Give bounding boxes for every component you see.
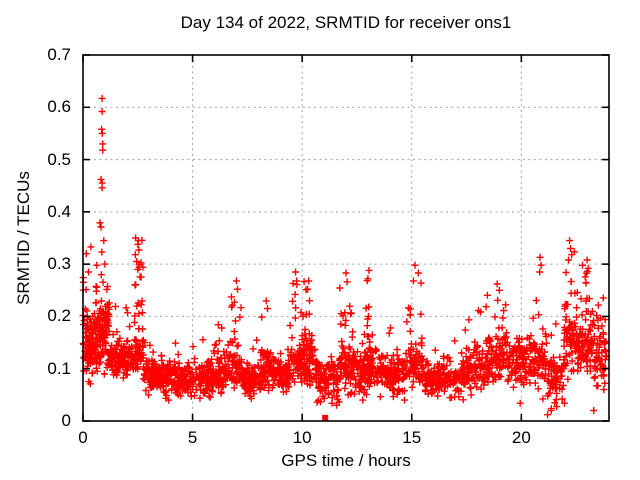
- y-tick-label: 0: [61, 411, 71, 430]
- y-tick-label: 0.5: [47, 149, 71, 169]
- x-tick-label: 15: [402, 428, 422, 447]
- x-tick-label: 20: [511, 428, 531, 447]
- y-tick-label: 0.4: [47, 201, 71, 221]
- page-title: Day 134 of 2022, SRMTID for receiver ons…: [180, 13, 512, 32]
- y-tick-label: 0.6: [47, 97, 71, 117]
- y-tick-label: 0.2: [47, 306, 71, 326]
- x-axis-label: GPS time / hours: [281, 451, 411, 470]
- data-points: [79, 94, 611, 419]
- y-tick-label: 0.1: [47, 358, 71, 378]
- grid-lines: [83, 55, 609, 421]
- x-tick-label: 5: [187, 428, 198, 447]
- x-tick-label: 0: [78, 428, 88, 447]
- tick-marks: [82, 54, 609, 422]
- square-marker: [322, 414, 329, 421]
- y-axis-label: SRMTID / TECUs: [14, 171, 33, 305]
- y-tick-label: 0.3: [47, 254, 71, 274]
- plot-border: [82, 54, 610, 422]
- y-tick-label: 0.7: [47, 45, 71, 64]
- x-tick-label: 10: [292, 428, 312, 447]
